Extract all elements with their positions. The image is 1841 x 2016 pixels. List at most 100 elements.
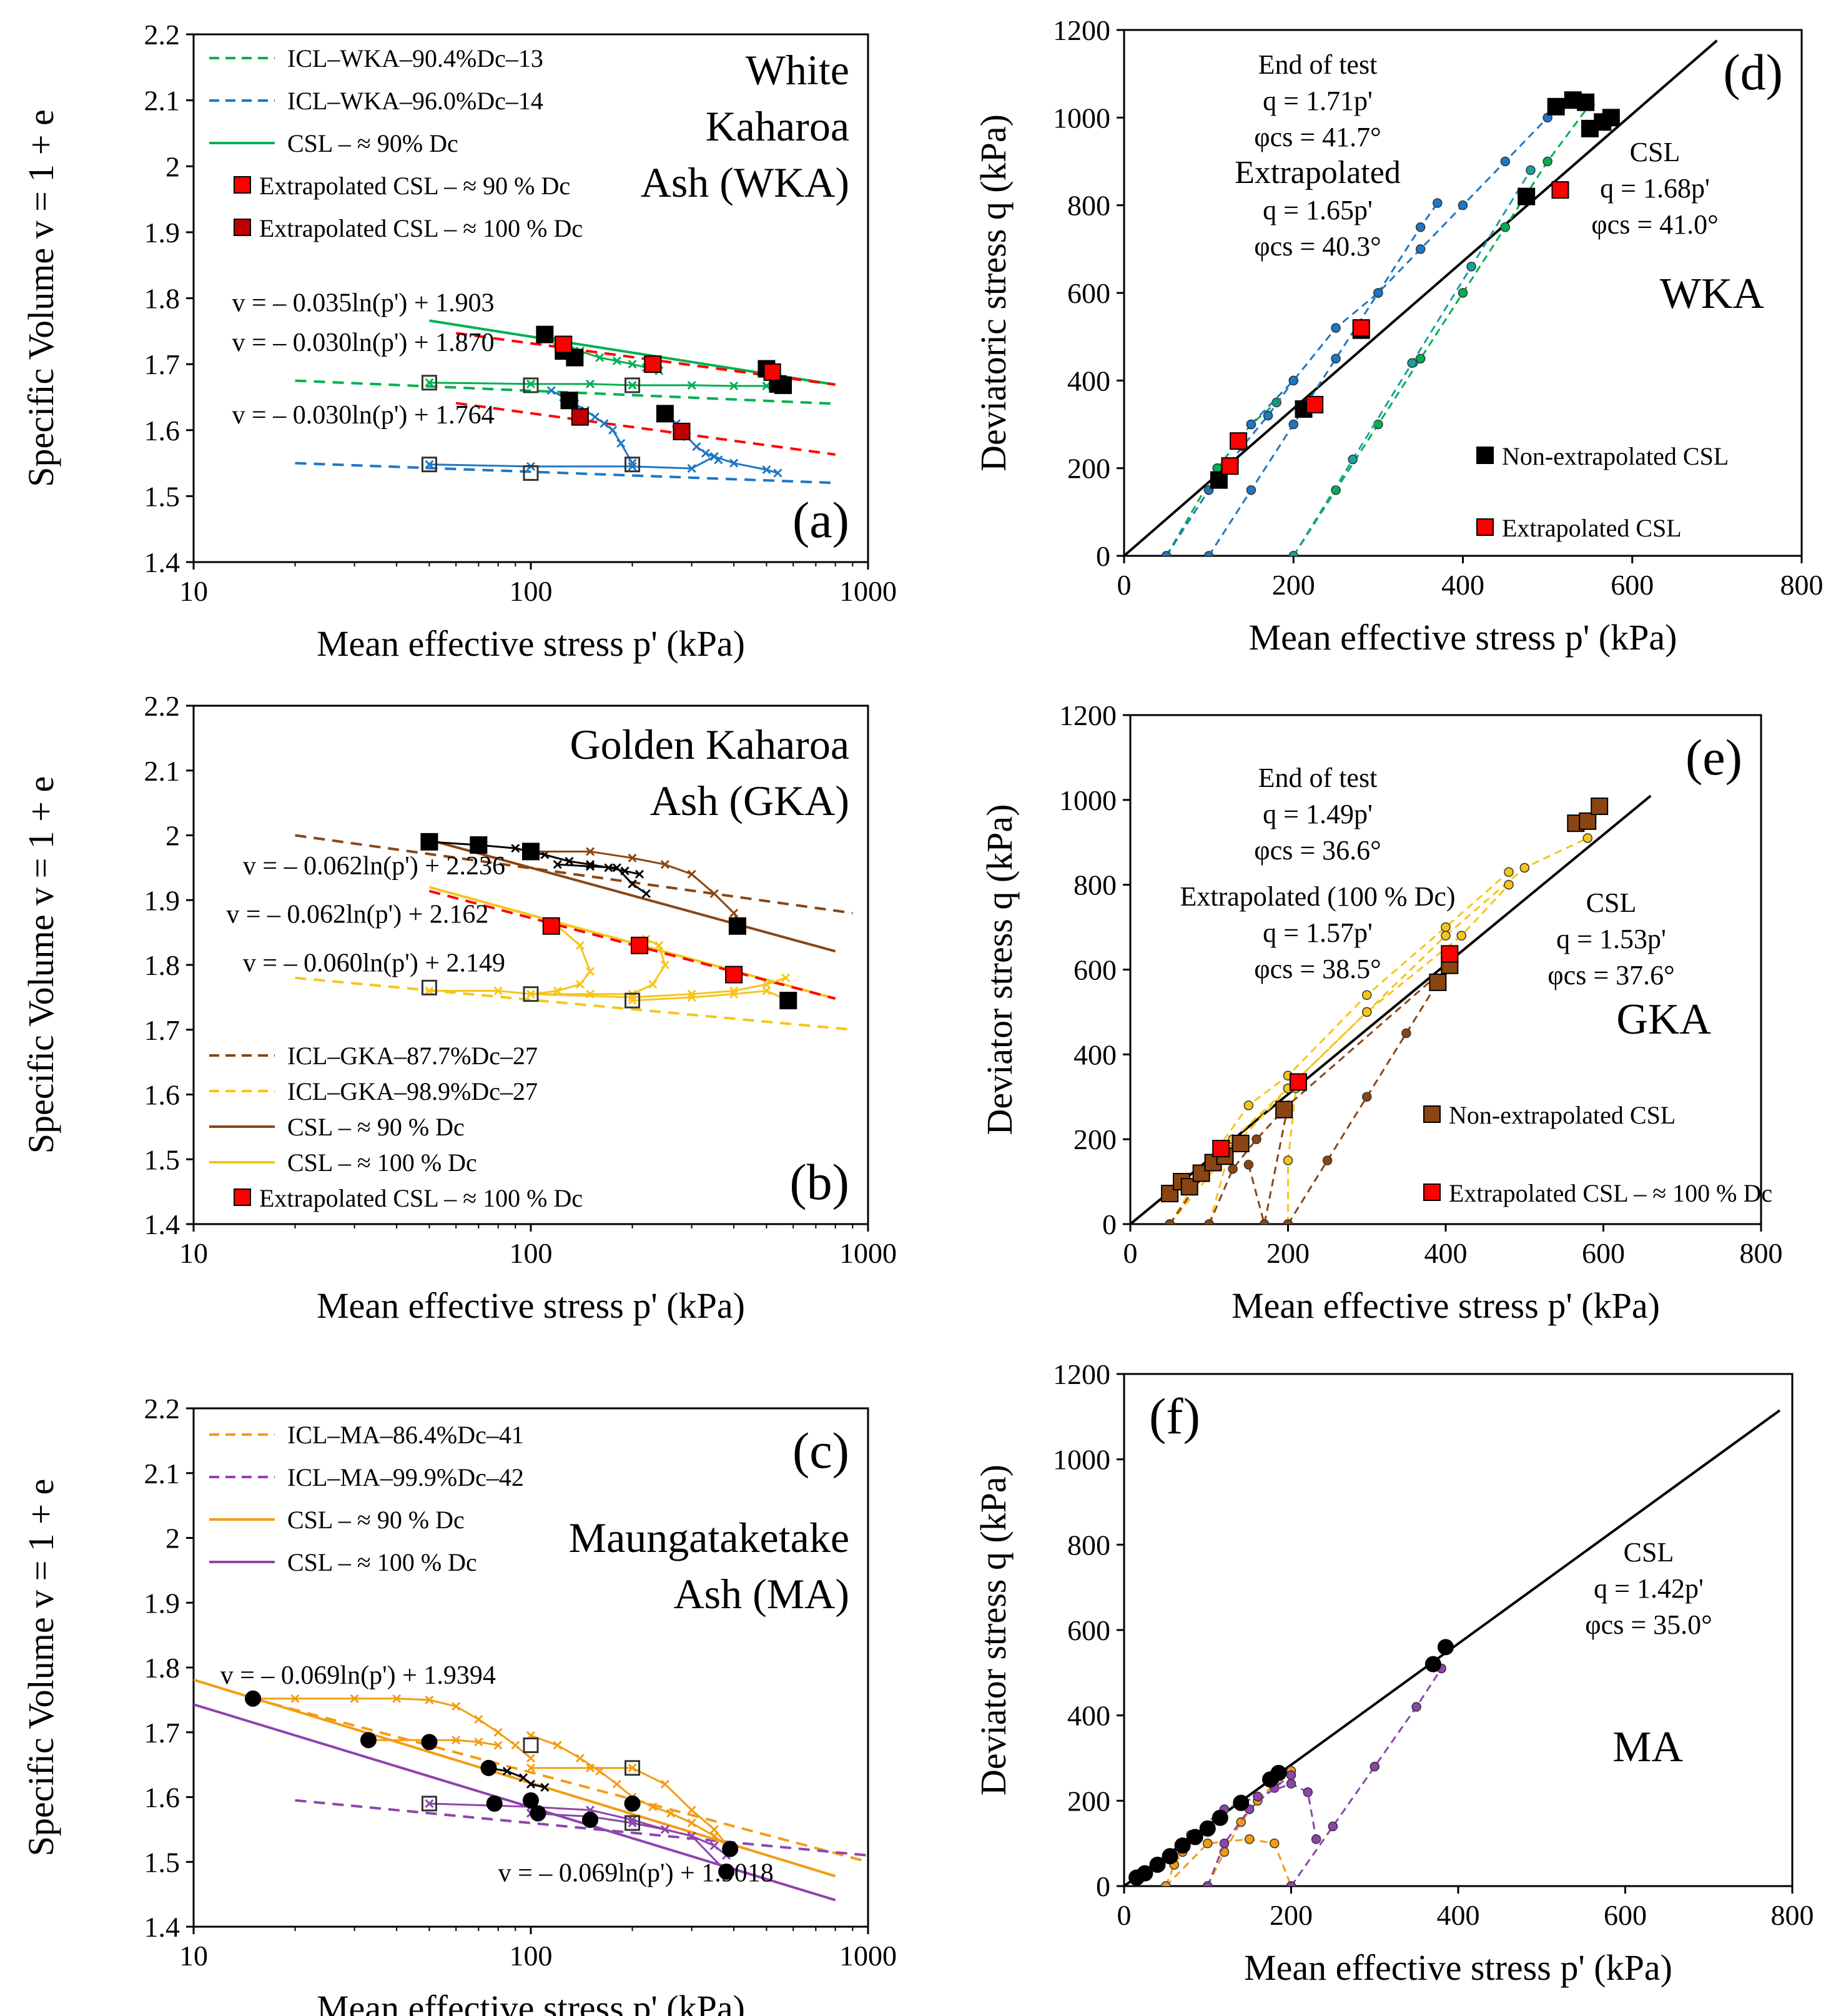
series-line (295, 834, 853, 914)
data-point-initial (624, 1760, 641, 1776)
path-point (1259, 1219, 1270, 1224)
path-point (1500, 222, 1511, 232)
data-point (1429, 973, 1447, 991)
path-marker (628, 360, 637, 369)
path-point (1243, 1160, 1254, 1170)
y-tick-label: 1.4 (144, 546, 180, 578)
x-tick-label: 400 (1424, 1237, 1468, 1269)
path-marker (392, 1694, 402, 1703)
x-tick-label: 800 (1780, 569, 1824, 601)
legend-label: CSL – ≈ 90% Dc (287, 129, 458, 157)
path-point (1348, 454, 1358, 465)
y-tick-label: 1.5 (144, 480, 180, 512)
path-point (1246, 419, 1256, 430)
y-tick-label: 0 (1102, 1208, 1117, 1240)
stress-ratio-text: φcs = 35.0° (1585, 1609, 1712, 1640)
path-point (1203, 1838, 1213, 1849)
y-tick-label: 2.2 (144, 690, 180, 722)
path-point (1526, 165, 1536, 175)
path-point (1407, 358, 1417, 368)
data-point-critical (523, 1792, 539, 1809)
y-axis-label: Specific Volume v = 1 + e (21, 776, 61, 1154)
y-tick-label: 1.5 (144, 1144, 180, 1175)
y-tick-label: 200 (1074, 1124, 1117, 1155)
data-point (725, 966, 743, 984)
y-tick-label: 1000 (1059, 784, 1117, 816)
chart-panel-b: 1.4 1.5 1.6 1.7 1.8 1.9 2 2.1 2.2 10 100 1000 Mean e… (21, 690, 897, 1326)
path-point (1286, 1779, 1296, 1789)
data-point (656, 405, 674, 423)
data-point (1551, 181, 1569, 199)
y-tick-label: 1000 (1053, 1444, 1110, 1476)
x-axis-label: Mean effective stress p' (kPa) (317, 1285, 745, 1326)
y-axis-label: Specific Volume v = 1 + e (21, 109, 61, 487)
path-marker (586, 379, 595, 388)
data-point (1579, 812, 1597, 830)
path-marker (628, 853, 637, 862)
path-marker (474, 1737, 483, 1747)
data-point-initial (523, 465, 539, 481)
path-point (1362, 1007, 1372, 1017)
legend-label: ICL–GKA–87.7%Dc–27 (287, 1042, 538, 1070)
path-marker (654, 941, 664, 950)
x-tick-label: 800 (1740, 1237, 1783, 1269)
path-marker (586, 1763, 595, 1772)
y-tick-label: 1.7 (144, 1014, 180, 1046)
chart-panel-e: 0 200 400 600 800 1000 1200 0 200 400 600 800 Mean e… (979, 699, 1783, 1326)
x-tick-label: 10 (179, 575, 208, 607)
path-marker (425, 460, 434, 469)
path-point (1288, 419, 1298, 430)
path-marker (612, 1779, 621, 1789)
legend-swatch (234, 176, 251, 194)
panel-label: (a) (792, 492, 849, 548)
y-tick-label: 400 (1067, 1700, 1110, 1732)
stress-ratio-text: q = 1.49p' (1263, 799, 1373, 829)
path-marker (586, 967, 595, 976)
data-point (1212, 1140, 1230, 1158)
stress-ratio-text: End of test (1258, 763, 1378, 793)
path-marker (762, 980, 771, 989)
path-marker (595, 353, 605, 362)
chart-panel-f: 0 200 400 600 800 1000 1200 0 200 400 600 800 Mean e… (973, 1358, 1814, 1988)
x-tick-label: 0 (1117, 1899, 1132, 1931)
data-point (542, 917, 560, 935)
legend-swatch (234, 1188, 251, 1206)
data-point (1518, 187, 1536, 205)
data-point (1547, 97, 1565, 116)
x-tick-label: 400 (1441, 569, 1484, 601)
path-point (1458, 288, 1468, 298)
path-marker (526, 1763, 536, 1772)
path-point (1203, 1881, 1213, 1886)
path-marker (714, 455, 723, 465)
data-point (470, 836, 488, 854)
y-tick-label: 2.2 (144, 1393, 180, 1425)
path-marker (687, 380, 696, 390)
y-tick-label: 400 (1067, 365, 1110, 397)
path-point (1161, 1881, 1171, 1886)
path-point (1331, 323, 1341, 333)
plot-content (194, 1678, 868, 1902)
x-tick-label: 100 (510, 575, 553, 607)
path-marker (709, 889, 719, 898)
y-axis-label: Deviatoric stress q (kPa) (973, 114, 1014, 472)
data-point (420, 833, 438, 851)
series-line (252, 1697, 868, 1864)
path-marker (628, 458, 637, 468)
y-tick-label: 800 (1074, 869, 1117, 901)
stress-ratio-text: q = 1.42p' (1594, 1573, 1704, 1604)
path-point (1328, 1821, 1338, 1832)
path-marker (553, 860, 562, 869)
y-tick-label: 1.4 (144, 1911, 180, 1943)
data-point-initial (523, 377, 539, 393)
data-point-critical (1137, 1865, 1153, 1882)
stress-path (1287, 982, 1439, 1224)
data-point-initial (523, 986, 539, 1002)
legend-label: CSL – ≈ 100 % Dc (287, 1149, 477, 1177)
path-point (1362, 990, 1372, 1000)
path-point (1331, 353, 1341, 363)
path-marker (608, 425, 618, 435)
data-point-critical (1162, 1848, 1178, 1865)
path-marker (660, 860, 669, 869)
legend-swatch (234, 219, 251, 236)
